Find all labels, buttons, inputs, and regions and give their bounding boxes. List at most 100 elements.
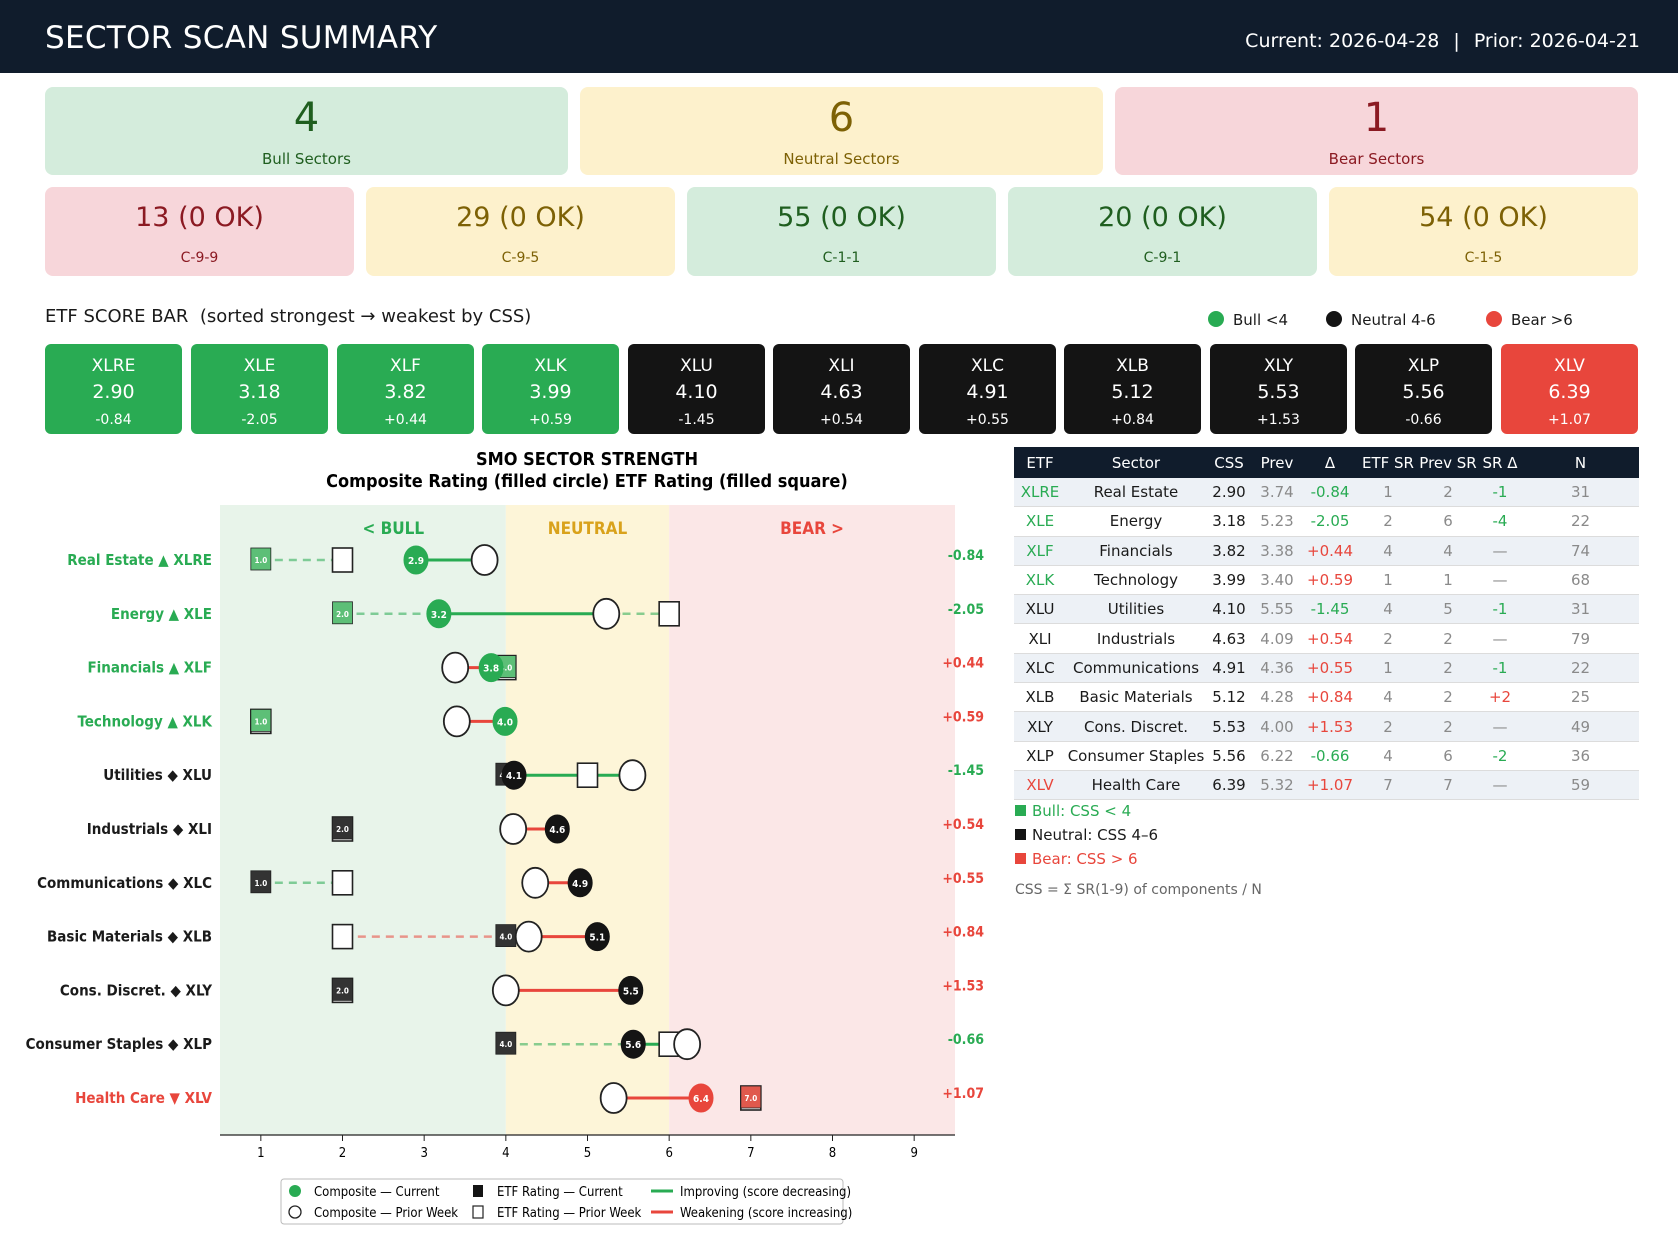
etf-box-xlp[interactable]: XLP 5.56 -0.66: [1355, 344, 1492, 434]
table-row[interactable]: XLV Health Care 6.39 5.32 +1.07 7 7—59: [1014, 770, 1639, 801]
etf-delta: +0.84: [1111, 412, 1154, 428]
col-prev[interactable]: Prev: [1252, 447, 1302, 478]
composite-current-marker: [544, 814, 570, 844]
etf-prior-marker: [658, 601, 680, 627]
col-sector[interactable]: Sector: [1066, 447, 1206, 478]
etf-box-xlu[interactable]: XLU 4.10 -1.45: [628, 344, 765, 434]
table-row[interactable]: XLRE Real Estate 2.90 3.74 -0.84 1 2 -1 31: [1014, 478, 1639, 508]
sector-cell: Health Care: [1066, 770, 1206, 801]
n-cell: 31: [1522, 478, 1639, 508]
etf-current-label: 2.0: [336, 986, 349, 995]
table-row[interactable]: XLE Energy 3.18 5.23 -2.05 2 6 -4 22: [1014, 506, 1639, 537]
col-prev-sr[interactable]: Prev SR: [1418, 447, 1478, 478]
table-row[interactable]: XLU Utilities 4.10 5.55 -1.45 4 5 -1 31: [1014, 594, 1639, 625]
n-cell: 49: [1522, 711, 1639, 742]
etf-box-xlb[interactable]: XLB 5.12 +0.84: [1064, 344, 1201, 434]
composite-current-label: 4.1: [506, 771, 522, 782]
prev-sr-cell: 2: [1418, 711, 1478, 742]
scan-label: C-1-1: [822, 250, 861, 266]
prev-sr-cell: 5: [1418, 594, 1478, 625]
etf-ticker: XLF: [390, 356, 421, 376]
scan-label: C-9-5: [501, 250, 540, 266]
chart-legend: [280, 1178, 844, 1225]
row-label: Communications ◆ XLC: [37, 874, 212, 892]
etf-box-xly[interactable]: XLY 5.53 +1.53: [1210, 344, 1347, 434]
col-n[interactable]: N: [1522, 447, 1639, 478]
table-row[interactable]: XLI Industrials 4.63 4.09 +0.54 2 2—79: [1014, 623, 1639, 654]
etf-delta: +1.53: [1257, 412, 1300, 428]
scan-label: C-9-1: [1143, 250, 1182, 266]
etf-box-xlk[interactable]: XLK 3.99 +0.59: [482, 344, 619, 434]
sr-delta-cell: -4: [1478, 506, 1522, 537]
composite-current-label: 3.8: [483, 664, 499, 675]
row-delta: -2.05: [948, 602, 984, 618]
legend-composite-prior-icon: [288, 1205, 302, 1219]
sector-cell: Basic Materials: [1066, 682, 1206, 713]
zone-label-bull: < BULL: [362, 519, 424, 539]
delta-cell: +1.07: [1302, 770, 1358, 801]
key-bear-label: Bear: CSS > 6: [1032, 850, 1138, 868]
col-etf[interactable]: ETF: [1014, 447, 1066, 478]
legend-bear-label: Bear >6: [1511, 311, 1573, 329]
legend-etf-current: ETF Rating — Current: [497, 1185, 623, 1200]
etf-cell: XLI: [1014, 623, 1066, 654]
row-label: Energy ▲ XLE: [111, 605, 212, 623]
scan-value: 55 (0 OK): [777, 202, 906, 233]
row-delta: +0.55: [942, 871, 984, 887]
neutral-label: Neutral Sectors: [783, 150, 900, 168]
n-cell: 31: [1522, 594, 1639, 625]
table-row[interactable]: XLY Cons. Discret. 5.53 4.00 +1.53 2 2—49: [1014, 711, 1639, 742]
etf-box-xle[interactable]: XLE 3.18 -2.05: [191, 344, 328, 434]
etf-current-marker: [332, 816, 353, 840]
composite-current-marker: [584, 922, 610, 952]
n-cell: 68: [1522, 565, 1639, 596]
etf-prior-marker: [331, 923, 354, 950]
row-label: Cons. Discret. ◆ XLY: [60, 981, 212, 999]
etf-score: 2.90: [92, 381, 135, 403]
etf-score: 3.18: [238, 381, 281, 403]
prev-cell: 4.09: [1252, 623, 1302, 654]
table-row[interactable]: XLK Technology 3.99 3.40 +0.59 1 1—68: [1014, 565, 1639, 596]
etf-sr-cell: 4: [1358, 682, 1418, 713]
col-sr-delta[interactable]: SR Δ: [1478, 447, 1522, 478]
css-cell: 3.18: [1206, 506, 1252, 537]
etf-delta: +0.44: [384, 412, 427, 428]
table-body: XLRE Real Estate 2.90 3.74 -0.84 1 2 -1 31 XLE Ene…: [1014, 478, 1639, 801]
legend-etf-current-icon: [473, 1185, 483, 1197]
etf-delta: -2.05: [241, 412, 278, 428]
etf-box-xli[interactable]: XLI 4.63 +0.54: [773, 344, 910, 434]
etf-box-xlc[interactable]: XLC 4.91 +0.55: [919, 344, 1056, 434]
col-css[interactable]: CSS: [1206, 447, 1252, 478]
composite-current-marker: [478, 653, 504, 683]
etf-current-label: 7.0: [744, 1094, 757, 1103]
row-delta: +1.07: [942, 1086, 984, 1102]
x-tick-label: 9: [910, 1146, 917, 1161]
x-tick-label: 1: [257, 1146, 264, 1161]
etf-ticker: XLV: [1554, 356, 1585, 376]
etf-cell: XLF: [1014, 536, 1066, 566]
zone-label-bear: BEAR >: [780, 519, 844, 539]
etf-ticker: XLRE: [91, 356, 136, 376]
etf-delta: +1.07: [1548, 412, 1591, 428]
composite-prior-marker: [673, 1028, 702, 1061]
table-row[interactable]: XLP Consumer Staples 5.56 6.22 -0.66 4 6 -2 36: [1014, 741, 1639, 771]
etf-sr-cell: 1: [1358, 478, 1418, 508]
table-row[interactable]: XLC Communications 4.91 4.36 +0.55 1 2 -1 22: [1014, 653, 1639, 684]
etf-box-xlf[interactable]: XLF 3.82 +0.44: [337, 344, 474, 434]
etf-box-xlv[interactable]: XLV 6.39 +1.07: [1501, 344, 1638, 434]
table-row[interactable]: XLB Basic Materials 5.12 4.28 +0.84 4 2 +2 25: [1014, 682, 1639, 713]
delta-cell: -1.45: [1302, 594, 1358, 625]
sr-delta-cell: —: [1478, 536, 1522, 566]
table-row[interactable]: XLF Financials 3.82 3.38 +0.44 4 4—74: [1014, 536, 1639, 566]
col-delta[interactable]: Δ: [1302, 447, 1358, 478]
composite-current-label: 2.9: [408, 556, 424, 567]
composite-prior-marker: [599, 1082, 628, 1114]
legend-bull-label: Bull <4: [1233, 311, 1289, 329]
css-cell: 3.82: [1206, 536, 1252, 566]
neutral-zone: [505, 505, 670, 1135]
etf-box-xlre[interactable]: XLRE 2.90 -0.84: [45, 344, 182, 434]
col-etf-sr[interactable]: ETF SR: [1358, 447, 1418, 478]
row-delta: +0.59: [942, 709, 984, 725]
etf-current-marker: [740, 1085, 762, 1109]
bear-count: 1: [1363, 95, 1390, 141]
